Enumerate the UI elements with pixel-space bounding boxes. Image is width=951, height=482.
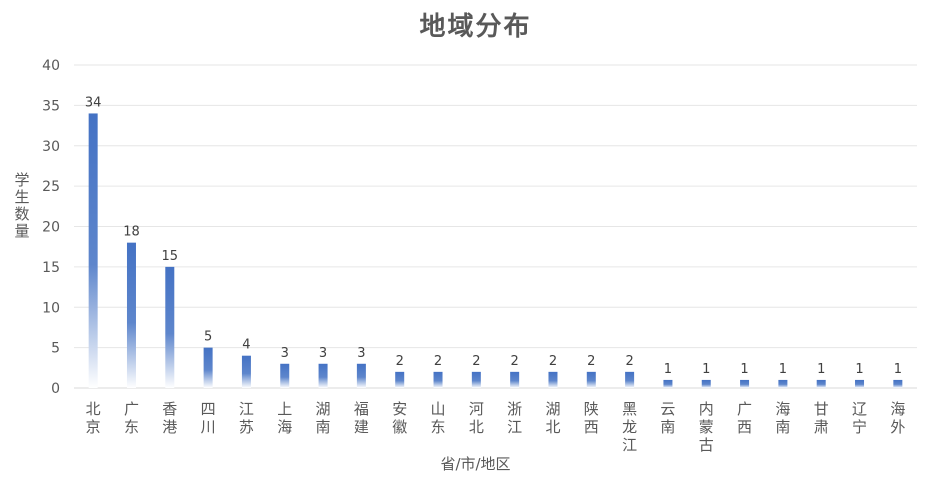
x-tick-label: 辽宁	[852, 400, 867, 436]
bar	[126, 242, 136, 388]
y-tick-label: 35	[42, 98, 60, 114]
data-label: 2	[396, 354, 404, 369]
bar	[625, 371, 635, 388]
chart-title: 地域分布	[419, 12, 532, 42]
bar	[855, 379, 865, 388]
x-tick-label: 安徽	[392, 400, 407, 436]
y-tick-label: 25	[42, 179, 60, 195]
data-label: 2	[434, 354, 442, 369]
data-label: 1	[740, 362, 748, 377]
bar	[433, 371, 443, 388]
bar	[586, 371, 596, 388]
data-label: 3	[319, 346, 327, 361]
x-tick-label: 福建	[354, 400, 369, 436]
y-tick-label: 5	[51, 341, 60, 357]
x-tick-label: 山东	[431, 400, 446, 436]
data-label: 34	[85, 95, 102, 110]
bar	[471, 371, 481, 388]
data-label: 1	[702, 362, 710, 377]
bar	[280, 363, 290, 388]
x-axis-label: 省/市/地区	[440, 455, 511, 473]
y-tick-label: 20	[42, 220, 60, 236]
x-tick-label: 北京	[86, 400, 101, 436]
x-tick-label: 黑龙江	[622, 400, 637, 454]
data-label: 18	[123, 225, 140, 240]
x-tick-label: 广东	[124, 400, 139, 436]
x-tick-label: 上海	[277, 400, 292, 436]
data-label: 4	[242, 338, 250, 353]
data-label: 1	[664, 362, 672, 377]
data-label: 2	[511, 354, 519, 369]
bar	[778, 379, 788, 388]
bar	[88, 113, 98, 388]
x-tick-label: 河北	[469, 400, 484, 436]
data-label: 2	[625, 354, 633, 369]
bar	[510, 371, 520, 388]
x-tick-label: 广西	[737, 400, 752, 436]
data-label: 15	[162, 249, 179, 264]
bar	[203, 347, 213, 388]
bar	[701, 379, 711, 388]
x-tick-label: 江苏	[239, 400, 254, 436]
bar	[893, 379, 903, 388]
x-tick-label: 甘肃	[814, 400, 829, 436]
bar	[241, 355, 251, 388]
y-tick-label: 40	[42, 58, 60, 74]
bar	[740, 379, 750, 388]
x-tick-label: 陕西	[584, 400, 599, 436]
bar	[356, 363, 366, 388]
y-axis-label: 学生数量	[14, 171, 30, 240]
x-tick-label: 浙江	[507, 400, 522, 436]
x-tick-label: 内蒙古	[699, 400, 714, 454]
data-label: 2	[587, 354, 595, 369]
data-label: 1	[817, 362, 825, 377]
y-tick-label: 15	[42, 260, 60, 276]
data-label: 1	[855, 362, 863, 377]
x-tick-label: 海外	[890, 400, 905, 436]
x-tick-label: 海南	[775, 400, 790, 436]
bar	[663, 379, 673, 388]
data-label: 1	[894, 362, 902, 377]
y-tick-label: 10	[42, 300, 60, 316]
x-tick-label: 四川	[201, 400, 216, 436]
data-label: 2	[549, 354, 557, 369]
bar	[816, 379, 826, 388]
x-tick-label: 云南	[660, 400, 675, 436]
bar	[165, 266, 175, 388]
y-tick-label: 30	[42, 139, 60, 155]
y-tick-label: 0	[51, 381, 60, 397]
data-label: 2	[472, 354, 480, 369]
data-label: 5	[204, 330, 212, 345]
x-tick-label: 香港	[162, 400, 177, 436]
x-tick-label: 湖南	[316, 400, 331, 436]
data-label: 3	[281, 346, 289, 361]
data-label: 1	[779, 362, 787, 377]
data-label: 3	[357, 346, 365, 361]
bar	[395, 371, 405, 388]
x-tick-label: 湖北	[545, 400, 560, 436]
bar	[318, 363, 328, 388]
bar	[548, 371, 558, 388]
